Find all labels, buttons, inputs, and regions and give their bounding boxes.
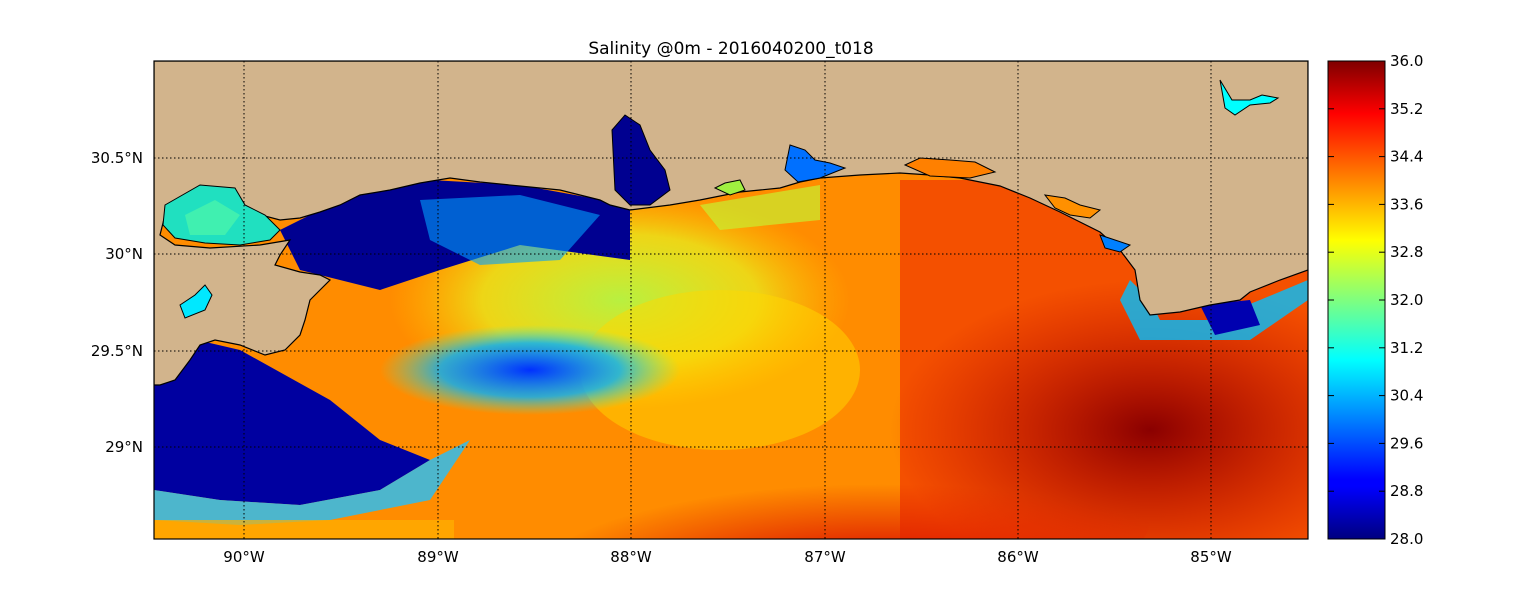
nearshore-gradient <box>154 440 470 525</box>
pensacola-bay <box>903 157 997 179</box>
plume-tail <box>580 290 860 450</box>
lake-seminole <box>1219 79 1280 116</box>
colorbar-tick-label: 32.8 <box>1390 243 1423 261</box>
south-max-salinity <box>550 430 1150 539</box>
lake-maurepas <box>179 284 213 319</box>
mobile-bay <box>611 114 671 206</box>
chart-title: Salinity @0m - 2016040200_t018 <box>588 39 873 59</box>
colorbar-tick-label: 33.6 <box>1390 195 1423 213</box>
lake-borgne-region <box>154 330 430 505</box>
longitude-labels: 90°W 89°W 88°W 87°W 86°W 85°W <box>223 548 1232 566</box>
colorbar-tick-label: 36.0 <box>1390 52 1423 70</box>
graticule <box>154 61 1308 539</box>
colorbar: 28.0 28.8 29.6 30.4 31.2 32.0 32.8 33.6 34.4 35.2… <box>1327 52 1423 548</box>
st-andrew-bay <box>1099 234 1132 253</box>
colorbar-gradient <box>1327 60 1386 540</box>
latitude-labels: 29°N 29.5°N 30°N 30.5°N <box>91 149 143 456</box>
lon-label: 90°W <box>223 548 265 566</box>
lon-label: 88°W <box>610 548 652 566</box>
eastern-bay-fresh <box>1200 300 1260 335</box>
colorbar-tick-label: 32.0 <box>1390 291 1423 309</box>
fresh-water-tongue <box>380 325 680 415</box>
small-bay <box>713 179 746 196</box>
colorbar-ticks: 28.0 28.8 29.6 30.4 31.2 32.0 32.8 33.6 34.4 35.2… <box>1328 52 1423 548</box>
map-frame <box>153 60 1309 540</box>
eastern-nearshore <box>1120 280 1308 340</box>
inner-lake <box>185 200 240 235</box>
sound-transition <box>420 195 600 265</box>
southwest-shelf <box>154 520 454 539</box>
colorbar-tick-label: 28.8 <box>1390 482 1423 500</box>
perdido-bay <box>784 144 847 183</box>
lon-label: 87°W <box>804 548 846 566</box>
map-area <box>154 61 1308 539</box>
colorbar-tick-label: 34.4 <box>1390 148 1423 166</box>
lat-label: 30°N <box>105 245 143 263</box>
lat-label: 29.5°N <box>91 342 143 360</box>
lon-label: 86°W <box>997 548 1039 566</box>
choctawhatchee-bay <box>1043 194 1102 219</box>
colorbar-tick-label: 28.0 <box>1390 530 1423 548</box>
lat-label: 30.5°N <box>91 149 143 167</box>
colorbar-tick-label: 35.2 <box>1390 100 1423 118</box>
colorbar-tick-label: 29.6 <box>1390 434 1423 452</box>
lon-label: 89°W <box>417 548 459 566</box>
pensacola-nearshore <box>700 185 820 230</box>
colorbar-tick-label: 31.2 <box>1390 339 1423 357</box>
lon-label: 85°W <box>1190 548 1232 566</box>
colorbar-tick-label: 30.4 <box>1390 387 1423 405</box>
lat-label: 29°N <box>105 438 143 456</box>
